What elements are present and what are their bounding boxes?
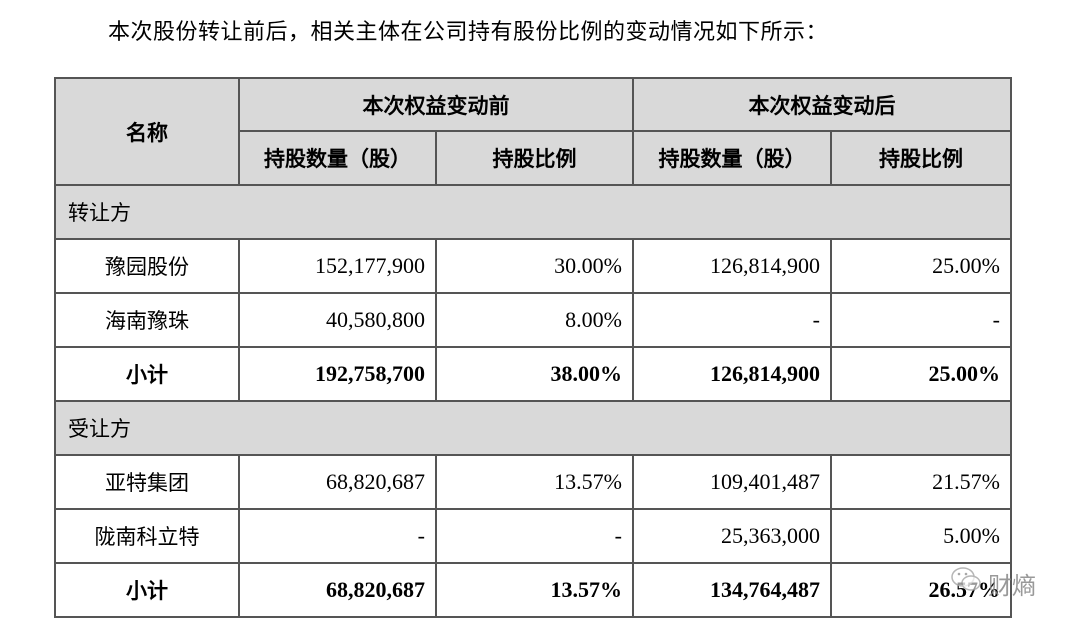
section-transferor: 转让方 xyxy=(54,184,1012,240)
table-row: 陇南科立特 - - 25,363,000 5.00% xyxy=(54,508,1012,564)
after-ratio: 25.00% xyxy=(830,346,1012,402)
section-transferee: 受让方 xyxy=(54,400,1012,456)
header-after-ratio: 持股比例 xyxy=(830,130,1012,186)
subtotal-row: 小计 192,758,700 38.00% 126,814,900 25.00% xyxy=(54,346,1012,402)
row-name: 豫园股份 xyxy=(54,238,240,294)
header-before-ratio: 持股比例 xyxy=(435,130,634,186)
before-shares: 68,820,687 xyxy=(238,562,437,618)
row-name: 小计 xyxy=(54,346,240,402)
row-name: 海南豫珠 xyxy=(54,292,240,348)
before-shares: 40,580,800 xyxy=(238,292,437,348)
before-ratio: 8.00% xyxy=(435,292,634,348)
subtotal-row: 小计 68,820,687 13.57% 134,764,487 26.57% xyxy=(54,562,1012,618)
before-shares: 68,820,687 xyxy=(238,454,437,510)
before-shares: - xyxy=(238,508,437,564)
before-shares: 192,758,700 xyxy=(238,346,437,402)
shareholding-table: 名称 本次权益变动前 本次权益变动后 持股数量（股） 持股比例 持股数量（股） … xyxy=(54,77,1012,618)
after-ratio: 5.00% xyxy=(830,508,1012,564)
header-before: 本次权益变动前 xyxy=(238,77,634,132)
table-row: 亚特集团 68,820,687 13.57% 109,401,487 21.57… xyxy=(54,454,1012,510)
header-after-shares: 持股数量（股） xyxy=(632,130,832,186)
watermark: 财熵 xyxy=(950,565,1036,601)
watermark-text: 财熵 xyxy=(988,571,1036,600)
row-name: 小计 xyxy=(54,562,240,618)
before-ratio: 13.57% xyxy=(435,562,634,618)
wechat-icon xyxy=(950,565,984,601)
header-name: 名称 xyxy=(54,77,240,186)
after-ratio: - xyxy=(830,292,1012,348)
after-shares: 25,363,000 xyxy=(632,508,832,564)
after-shares: - xyxy=(632,292,832,348)
after-shares: 126,814,900 xyxy=(632,238,832,294)
row-name: 陇南科立特 xyxy=(54,508,240,564)
header-after: 本次权益变动后 xyxy=(632,77,1012,132)
before-ratio: 38.00% xyxy=(435,346,634,402)
before-ratio: - xyxy=(435,508,634,564)
row-name: 亚特集团 xyxy=(54,454,240,510)
after-shares: 134,764,487 xyxy=(632,562,832,618)
after-shares: 109,401,487 xyxy=(632,454,832,510)
intro-text: 本次股份转让前后，相关主体在公司持有股份比例的变动情况如下所示： xyxy=(108,20,829,45)
before-ratio: 13.57% xyxy=(435,454,634,510)
before-ratio: 30.00% xyxy=(435,238,634,294)
after-ratio: 25.00% xyxy=(830,238,1012,294)
table-row: 海南豫珠 40,580,800 8.00% - - xyxy=(54,292,1012,348)
before-shares: 152,177,900 xyxy=(238,238,437,294)
header-before-shares: 持股数量（股） xyxy=(238,130,437,186)
after-shares: 126,814,900 xyxy=(632,346,832,402)
table-row: 豫园股份 152,177,900 30.00% 126,814,900 25.0… xyxy=(54,238,1012,294)
after-ratio: 21.57% xyxy=(830,454,1012,510)
